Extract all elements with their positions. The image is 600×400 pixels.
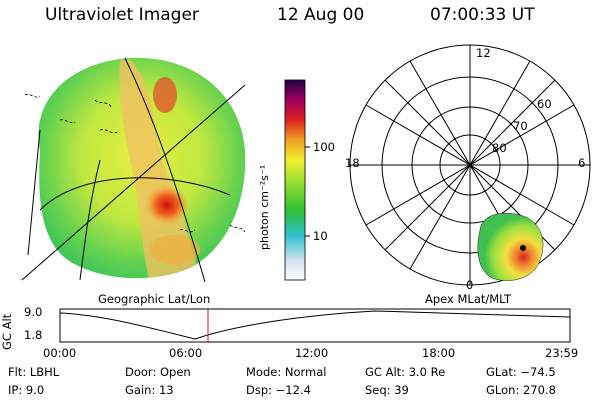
info-gain: Gain: 13	[125, 383, 174, 397]
uvi-imagery-canvas	[21, 44, 591, 286]
instrument-title: Ultraviolet Imager	[45, 5, 199, 25]
colorbar-label-10: 10	[313, 229, 328, 243]
colorbar-label-100: 100	[313, 140, 335, 154]
polar-lat-label-70: 70	[513, 119, 528, 133]
polar-mlt-label-12: 12	[476, 46, 491, 60]
info-dsp: Dsp: −12.4	[246, 383, 311, 397]
altitude-ylabel: GC Alt	[0, 313, 14, 350]
info-door: Door: Open	[125, 365, 191, 379]
altitude-xtick-1200: 12:00	[295, 346, 329, 360]
altitude-plot	[59, 308, 571, 343]
info-ip: IP: 9.0	[8, 383, 45, 397]
geographic-auroral-image	[21, 57, 246, 283]
altitude-xtick-0600: 06:00	[169, 346, 203, 360]
altitude-xtick-1800: 18:00	[422, 346, 456, 360]
info-mode: Mode: Normal	[246, 365, 327, 379]
time-label: 07:00:33 UT	[430, 5, 535, 25]
info-seq: Seq: 39	[365, 383, 409, 397]
polar-mlat-mlt-plot	[349, 44, 591, 286]
colorbar-unit-label: photon cm⁻²s⁻¹	[258, 164, 271, 250]
altitude-ytick-max: 9.0	[24, 305, 43, 319]
polar-panel-label: Apex MLat/MLT	[425, 292, 512, 306]
altitude-xtick-2359: 23:59	[545, 346, 579, 360]
polar-auroral-blob	[477, 212, 544, 281]
altitude-xtick-0000: 00:00	[43, 346, 77, 360]
altitude-curve	[59, 310, 571, 340]
colorbar	[284, 79, 310, 281]
info-glat: GLat: −74.5	[486, 365, 556, 379]
polar-lat-label-60: 60	[537, 97, 552, 111]
polar-mlt-label-18: 18	[345, 156, 360, 170]
polar-mlt-label-0: 0	[466, 278, 474, 292]
polar-lat-label-80: 80	[492, 141, 507, 155]
polar-mlt-label-6: 6	[578, 156, 586, 170]
altitude-ytick-min: 1.8	[24, 328, 43, 342]
date-label: 12 Aug 00	[277, 5, 365, 25]
geographic-panel-label: Geographic Lat/Lon	[98, 292, 211, 306]
info-gc-alt: GC Alt: 3.0 Re	[365, 365, 446, 379]
info-glon: GLon: 270.8	[486, 383, 556, 397]
info-filter: Flt: LBHL	[8, 365, 60, 379]
